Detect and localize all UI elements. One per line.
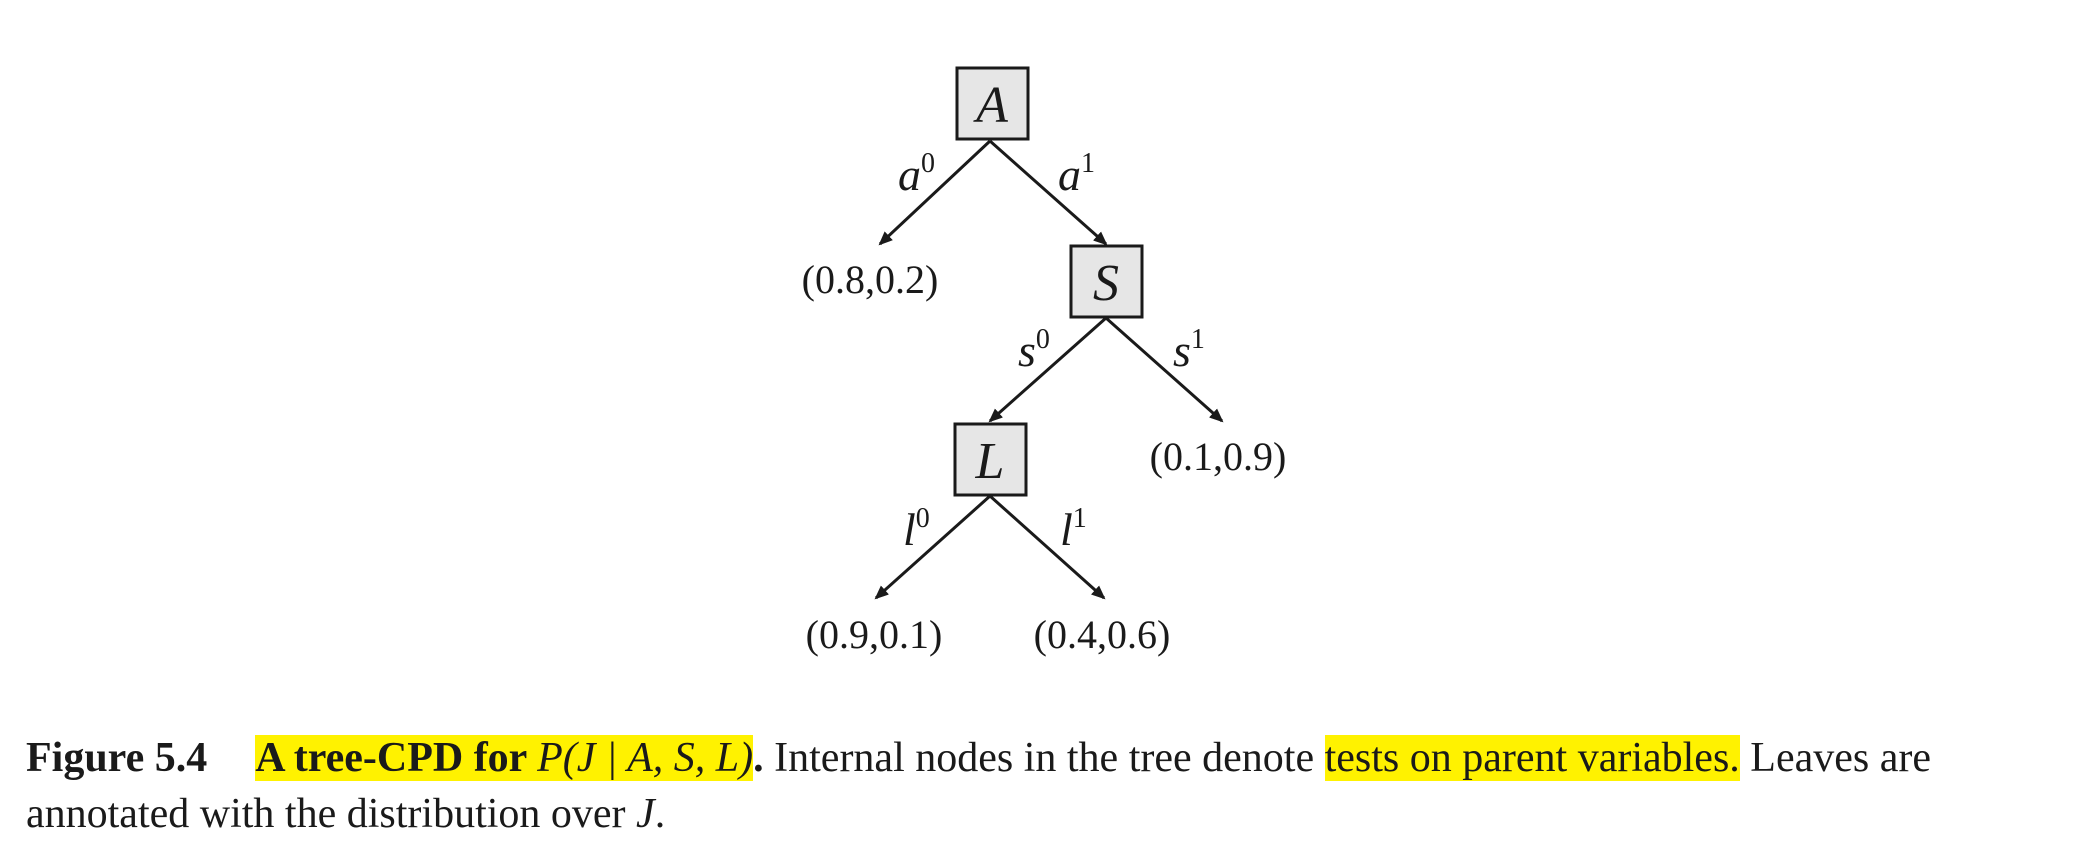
edge-s0 — [988, 316, 1107, 423]
edge-label-a0: a0 — [898, 148, 935, 200]
caption-title-text: A tree-CPD for — [255, 735, 538, 781]
figure-caption: Figure 5.4 A tree-CPD for P(J | A, S, L).… — [26, 730, 2076, 842]
edge-label-s0: s0 — [1018, 324, 1050, 376]
edge-a0 — [878, 139, 992, 246]
edge-a1 — [989, 139, 1108, 246]
caption-body-end: . — [654, 791, 666, 837]
caption-highlight-2: tests on parent variables. — [1324, 735, 1740, 781]
leaf-s1: (0.1,0.9) — [1150, 434, 1287, 479]
caption-title-math: P(J | A, S, L) — [537, 735, 754, 781]
figure-number: Figure 5.4 — [26, 735, 208, 781]
node-l: L — [953, 422, 1028, 497]
edge-label-l0: l0 — [903, 503, 930, 555]
leaf-a0: (0.8,0.2) — [802, 257, 939, 302]
caption-title-highlight: A tree-CPD for P(J | A, S, L) — [255, 735, 754, 781]
edge-l0 — [874, 494, 992, 600]
leaf-l0: (0.9,0.1) — [806, 612, 943, 657]
caption-body-var: J — [636, 791, 655, 837]
node-l-label: L — [975, 433, 1005, 490]
edge-label-s1: s1 — [1173, 324, 1205, 376]
edge-label-l1: l1 — [1060, 503, 1087, 555]
node-a-label: A — [973, 77, 1008, 134]
edge-label-a1: a1 — [1058, 148, 1095, 200]
node-s-label: S — [1093, 255, 1119, 312]
tree-diagram: A S L a0 a1 s0 s1 l0 l1 (0.8,0.2) (0.1,0… — [802, 66, 1287, 657]
node-a: A — [955, 66, 1030, 141]
caption-body-1: Internal nodes in the tree denote — [763, 735, 1325, 781]
edge-s1 — [1105, 316, 1224, 423]
caption-title-end: . — [753, 735, 764, 781]
leaf-l1: (0.4,0.6) — [1034, 612, 1171, 657]
caption-body-2: Leaves are annotated with the distributi… — [26, 735, 1931, 837]
node-s: S — [1069, 244, 1144, 319]
edge-l1 — [988, 494, 1106, 600]
